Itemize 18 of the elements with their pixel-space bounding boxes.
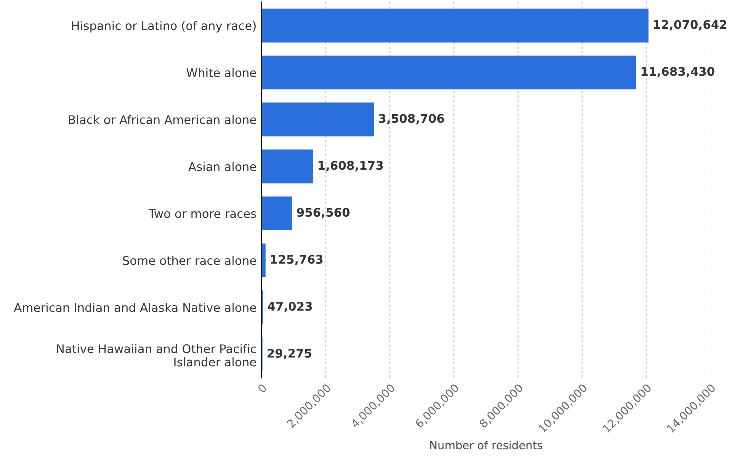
y-tick-label: Hispanic or Latino (of any race) (72, 21, 256, 33)
data-label: 956,560 (297, 208, 350, 219)
data-label: 47,023 (268, 302, 312, 313)
y-tick-label: Native Hawaiian and Other Pacific Islander alone (57, 344, 256, 367)
x-tick-label: 0 (257, 384, 268, 394)
y-tick-label: White alone (186, 68, 256, 78)
y-tick-label: Some other race alone (123, 256, 256, 266)
data-label: 11,683,430 (642, 67, 715, 78)
data-label: 12,070,642 (654, 20, 727, 31)
x-axis-title: Number of residents (430, 441, 542, 450)
data-label: 125,763 (271, 255, 323, 266)
y-tick-label: Asian alone (188, 162, 256, 172)
data-label: 29,275 (268, 349, 312, 360)
y-tick-label: Black or African American alone (69, 115, 256, 124)
data-label: 3,508,706 (379, 114, 444, 125)
y-tick-label: American Indian and Alaska Native alone (14, 303, 256, 312)
y-tick-label: Two or more races (148, 210, 256, 218)
data-label: 1,608,173 (318, 161, 384, 172)
